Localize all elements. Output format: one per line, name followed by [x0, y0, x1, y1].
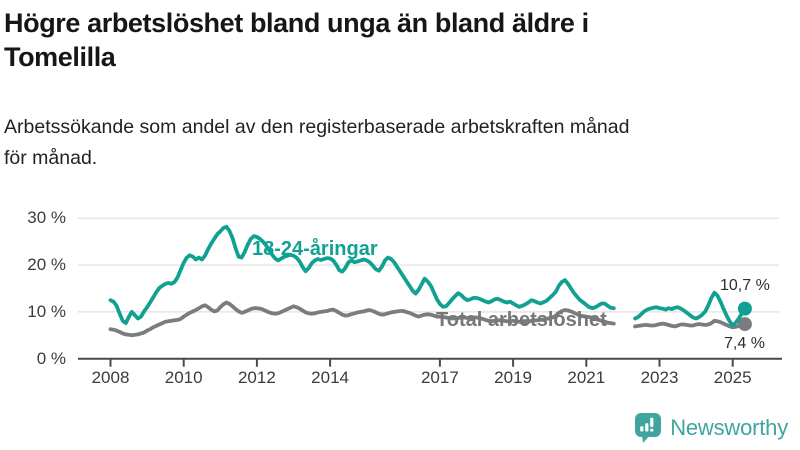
x-tick-label: 2019 [494, 368, 532, 387]
subtitle-line-2: för månad. [4, 147, 98, 169]
newsworthy-wordmark: Newsworthy [670, 414, 788, 440]
x-tick-label: 2021 [567, 368, 606, 387]
x-tick-label: 2023 [640, 368, 679, 387]
x-tick-label: 2012 [237, 368, 276, 387]
x-tick-label: 2008 [91, 368, 130, 387]
subtitle-line-1: Arbetssökande som andel av den registerb… [4, 116, 630, 138]
y-tick-label: 30 % [27, 208, 66, 228]
end-value-total: 7,4 % [724, 335, 765, 352]
y-tick-label: 20 % [27, 255, 66, 275]
title-line-2: Tomelilla [4, 42, 116, 72]
newsworthy-bubble-chart-icon [635, 413, 662, 443]
y-tick-label: 0 % [36, 348, 66, 368]
x-tick-label: 2010 [164, 368, 203, 387]
title-line-1: Högre arbetslöshet bland unga än bland ä… [4, 8, 589, 38]
newsworthy-logo[interactable]: Newsworthy [634, 412, 788, 443]
x-tick-label: 2017 [420, 368, 459, 387]
end-value-youth: 10,7 % [720, 277, 770, 294]
series-label-total: Total arbetslöshet [436, 309, 607, 331]
chart-subtitle: Arbetssökande som andel av den registerb… [4, 112, 796, 174]
series-label-youth: 18-24-åringar [252, 238, 378, 260]
x-tick-label: 2025 [713, 368, 752, 387]
y-tick-label: 10 % [27, 301, 66, 321]
x-tick-label: 2014 [311, 368, 349, 387]
page-title: Högre arbetslöshet bland unga än bland ä… [4, 6, 796, 74]
